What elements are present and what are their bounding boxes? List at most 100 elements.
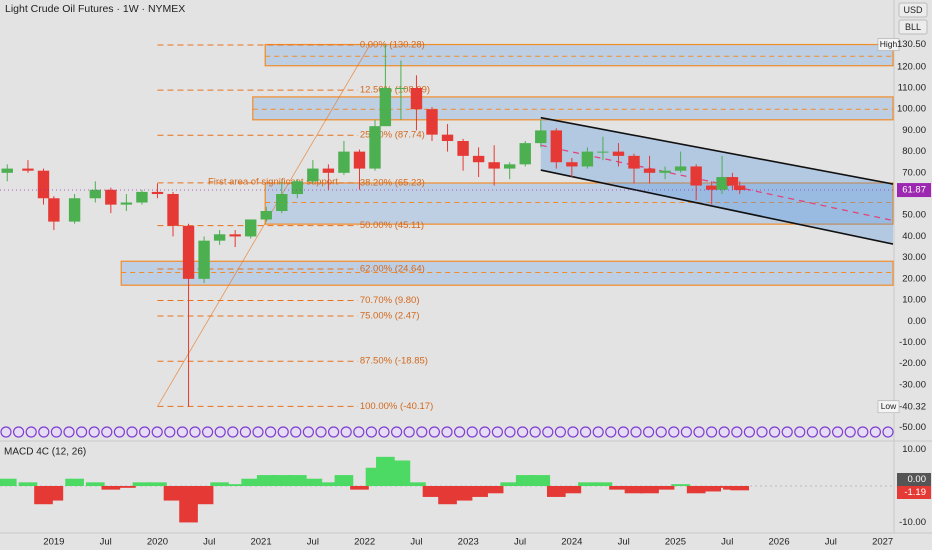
event-icon [189, 426, 201, 438]
candle-body [136, 191, 148, 203]
macd-bar [422, 485, 442, 497]
event-icon [794, 426, 806, 438]
candle-body [706, 185, 718, 190]
event-icon [0, 426, 12, 438]
event-icon [579, 426, 592, 438]
macd-bar [671, 484, 690, 486]
fib-label: 70.70% (9.80) [360, 295, 420, 306]
event-icon [516, 426, 529, 438]
x-tick-label: Jul [825, 537, 837, 548]
macd-bar [65, 478, 84, 486]
x-tick-label: 2025 [665, 537, 686, 548]
candle-body [716, 177, 728, 190]
candle-body [213, 234, 226, 241]
event-icon [227, 426, 239, 438]
y-tick-label: 120.00 [897, 61, 926, 72]
y-tick-label: -50.00 [899, 422, 926, 433]
fib-label: 100.00% (-40.17) [360, 401, 433, 412]
event-icon [781, 426, 793, 438]
indicator-title: MACD 4C (12, 26) [4, 447, 86, 458]
candle-body [48, 198, 60, 222]
y-tick-label: -10.00 [899, 337, 926, 348]
candle-body [472, 155, 485, 163]
badge-name: Low [881, 401, 897, 411]
candle-body [182, 225, 195, 279]
event-icon [139, 426, 151, 438]
support-zone [252, 96, 894, 121]
event-icon [831, 426, 844, 438]
candle-body [457, 141, 469, 156]
last-price-box [897, 183, 931, 198]
macd-bar [287, 475, 307, 486]
candle-body [1, 168, 13, 173]
macd-bar [210, 482, 229, 486]
candle-body [628, 155, 640, 169]
x-tick-label: 2024 [561, 537, 582, 548]
x-tick-label: Jul [514, 537, 526, 548]
candle-body [410, 88, 423, 110]
candle-body [307, 168, 319, 182]
macd-bar [44, 485, 64, 501]
macd-bar [241, 478, 261, 486]
event-icon [328, 426, 340, 438]
macd-bar [686, 485, 706, 494]
y-tick-label: 50.00 [902, 210, 926, 221]
candle-body [674, 166, 687, 171]
macd-bar [484, 485, 504, 494]
event-icon [705, 426, 718, 438]
event-icon [806, 426, 819, 438]
unit-box[interactable] [898, 19, 928, 35]
macd-y-tick-label: 10.00 [902, 444, 926, 455]
candle-body [353, 151, 366, 169]
event-icon [101, 426, 113, 438]
macd-bar [194, 485, 214, 505]
candle-body [151, 191, 164, 195]
event-icon [315, 426, 327, 438]
candle-body [120, 202, 133, 205]
candle-body [597, 151, 609, 153]
macd-bar [272, 475, 292, 486]
event-icon [441, 426, 453, 438]
event-icon [50, 426, 63, 438]
channel-line [540, 116, 894, 185]
candle-body [659, 170, 671, 173]
event-icon [668, 426, 680, 438]
macd-bar [609, 485, 628, 490]
macd-bar [391, 460, 411, 486]
event-icon [113, 426, 126, 438]
x-tick-label: 2026 [768, 537, 789, 548]
event-icon [265, 426, 277, 438]
x-tick-label: 2023 [458, 537, 479, 548]
macd-bar [334, 475, 354, 486]
high-price: 130.50 [897, 39, 926, 50]
macd-bar [303, 478, 323, 486]
y-tick-label: 90.00 [902, 125, 926, 136]
event-icon [882, 426, 894, 438]
event-icon [25, 426, 37, 438]
candle-body [733, 185, 746, 191]
fib-label: 38.20% (65.23) [360, 177, 425, 188]
fib-label: 50.00% (45.11) [360, 220, 424, 231]
event-icon [743, 426, 756, 438]
y-tick-label: 0.00 [908, 316, 927, 327]
event-icon [819, 426, 831, 438]
candle-body [550, 130, 563, 163]
event-icon [38, 426, 50, 438]
candle-body [260, 210, 272, 220]
candle-body [395, 88, 407, 89]
macd-bar [624, 485, 644, 494]
event-icon [857, 426, 869, 438]
candle-body [105, 189, 117, 205]
candle-body [503, 164, 516, 169]
x-tick-label: Jul [203, 537, 215, 548]
event-icon [554, 426, 567, 438]
event-icon [504, 426, 516, 438]
event-icon [252, 426, 264, 438]
candle-body [379, 88, 392, 127]
fib-label: 25.00% (87.74) [360, 130, 425, 141]
event-icon [479, 426, 491, 438]
fib-label: 0.00% (130.28) [360, 40, 425, 51]
support-zone [120, 260, 894, 286]
currency-box[interactable] [898, 2, 928, 18]
event-icon [454, 426, 466, 438]
